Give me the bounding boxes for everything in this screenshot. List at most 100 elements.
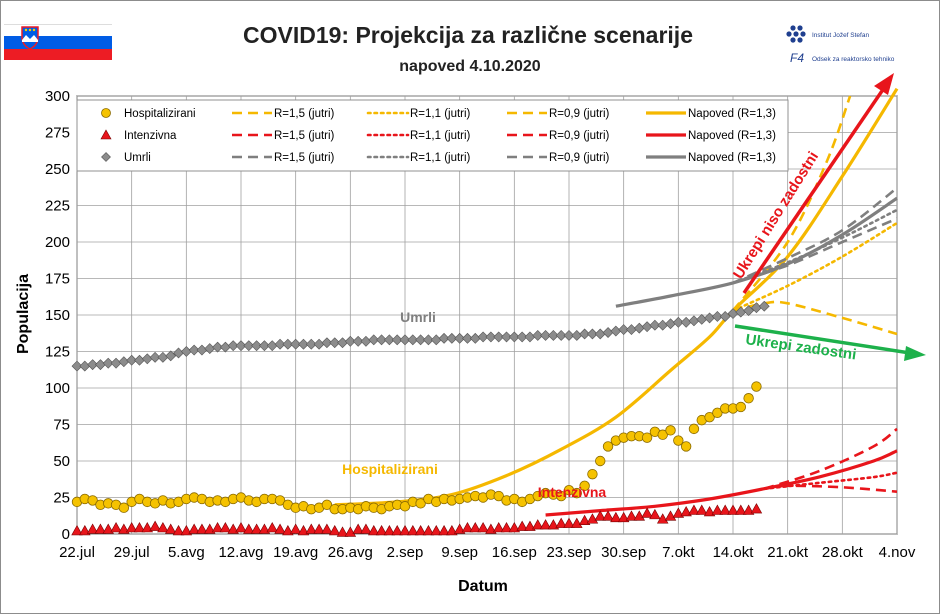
marker-umrli	[485, 331, 497, 343]
marker-intenzivna	[164, 523, 177, 534]
ijs-logo-icon	[786, 25, 806, 43]
x-tick-label: 4.nov	[879, 544, 916, 561]
marker-intenzivna	[79, 524, 91, 536]
marker-umrli	[407, 334, 419, 346]
x-tick-label: 21.okt	[767, 544, 809, 561]
marker-umrli	[212, 341, 223, 353]
x-tick-label: 19.avg	[273, 544, 318, 561]
marker-intenzivna	[227, 523, 239, 534]
marker-intenzivna	[305, 523, 318, 534]
marker-intenzivna	[586, 513, 599, 524]
department-name: Odsek za reaktorsko tehniko	[812, 56, 895, 63]
y-axis-label: Populacija	[15, 274, 32, 354]
marker-intenzivna	[625, 510, 638, 521]
marker-umrli	[540, 330, 551, 341]
marker-intenzivna	[360, 523, 372, 534]
marker-intenzivna	[461, 522, 474, 533]
marker-intenzivna	[508, 522, 521, 533]
slovenia-flag-icon	[4, 24, 112, 60]
marker-intenzivna	[258, 523, 271, 534]
marker-intenzivna	[321, 523, 333, 534]
x-tick-label: 5.avg	[168, 544, 205, 561]
marker-umrli	[399, 334, 411, 346]
marker-intenzivna	[344, 526, 357, 537]
series-line-umrli-dash	[732, 186, 898, 285]
series-lines	[334, 87, 899, 517]
marker-hospitalizirani	[587, 468, 598, 480]
marker-hospitalizirani	[87, 495, 98, 506]
marker-intenzivna	[594, 510, 606, 521]
x-tick-label: 28.okt	[822, 544, 864, 561]
x-tick-label: 9.sep	[441, 544, 478, 561]
marker-intenzivna	[610, 511, 622, 523]
legend-label: Napoved (R=1,3)	[688, 130, 776, 142]
marker-umrli	[454, 332, 466, 344]
marker-intenzivna	[742, 504, 755, 515]
marker-intenzivna	[94, 523, 107, 534]
marker-umrli	[446, 332, 458, 344]
marker-umrli	[477, 331, 489, 343]
marker-umrli	[126, 354, 138, 366]
marker-intenzivna	[649, 508, 661, 520]
marker-intenzivna	[664, 510, 677, 521]
marker-hospitalizirani	[641, 432, 653, 443]
marker-umrli	[298, 338, 309, 350]
marker-umrli	[462, 332, 473, 344]
marker-umrli	[71, 360, 83, 372]
marker-intenzivna	[313, 523, 325, 534]
marker-hospitalizirani	[399, 501, 411, 512]
marker-umrli	[555, 330, 567, 341]
chart-title: COVID19: Projekcija za različne scenarij…	[243, 22, 693, 48]
y-tick-label: 125	[45, 344, 70, 361]
marker-umrli	[235, 340, 247, 352]
marker-umrli	[344, 335, 356, 347]
marker-intenzivna	[383, 524, 396, 536]
marker-intenzivna	[672, 507, 685, 518]
marker-intenzivna	[196, 523, 208, 534]
marker-umrli	[743, 305, 755, 317]
marker-intenzivna	[204, 523, 216, 534]
x-tick-label: 7.okt	[662, 544, 695, 561]
marker-umrli	[321, 337, 333, 349]
marker-intenzivna	[532, 519, 544, 530]
marker-intenzivna	[641, 507, 653, 518]
marker-intenzivna	[102, 523, 114, 534]
marker-umrli	[87, 359, 99, 371]
marker-intenzivna	[235, 522, 247, 533]
marker-intenzivna	[110, 522, 122, 533]
marker-umrli	[102, 357, 114, 369]
y-tick-label: 250	[45, 161, 70, 178]
marker-hospitalizirani	[680, 441, 692, 452]
legend-label: Intenzivna	[124, 130, 177, 142]
series-line-intenzivna-dash	[763, 427, 898, 490]
marker-hospitalizirani	[665, 425, 676, 436]
marker-umrli	[415, 334, 427, 346]
legend-label: R=1,5 (jutri)	[274, 152, 335, 164]
y-tick-label: 275	[45, 125, 70, 142]
marker-intenzivna	[516, 520, 528, 531]
marker-umrli	[274, 338, 286, 350]
marker-umrli	[251, 340, 263, 352]
marker-intenzivna	[172, 524, 185, 536]
x-tick-label: 30.sep	[601, 544, 646, 561]
y-tick-label: 25	[53, 490, 70, 507]
marker-intenzivna	[547, 519, 560, 530]
marker-intenzivna	[656, 513, 669, 524]
marker-intenzivna	[633, 510, 646, 521]
marker-intenzivna	[399, 524, 411, 536]
marker-umrli	[149, 351, 161, 363]
marker-umrli	[618, 324, 630, 336]
marker-umrli	[758, 300, 770, 312]
marker-umrli	[579, 328, 591, 340]
marker-intenzivna	[438, 524, 450, 536]
legend-label: Umrli	[124, 152, 151, 164]
marker-umrli	[532, 330, 544, 341]
marker-intenzivna	[453, 523, 466, 534]
marker-umrli	[383, 334, 395, 346]
marker-intenzivna	[86, 523, 99, 534]
y-axis-tick-labels: 0 25 50 75 100 125 150 175 200 225 250 275 300	[45, 88, 70, 543]
marker-umrli	[711, 311, 723, 322]
y-tick-label: 300	[45, 88, 70, 105]
x-tick-label: 23.sep	[546, 544, 591, 561]
